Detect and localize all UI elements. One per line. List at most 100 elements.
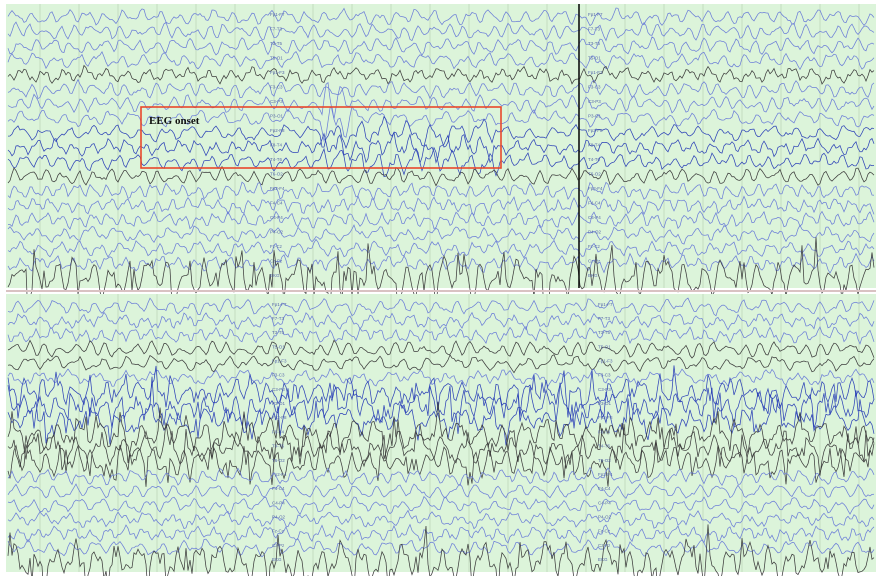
- eeg-trace-bottom-18: [7, 524, 875, 576]
- channel-label: Fp1-F7: [598, 302, 613, 307]
- channel-label: C3-P3: [272, 387, 285, 392]
- channel-label: Fz-Cz: [272, 529, 285, 534]
- channel-label: T3-T5: [588, 41, 600, 46]
- eeg-trace-top-13: [7, 194, 875, 216]
- eeg-trace-top-15: [7, 224, 875, 245]
- channel-label: Cz-Pz: [598, 543, 611, 548]
- channel-label: T3-T5: [598, 330, 610, 335]
- channel-label: T3-T5: [272, 330, 284, 335]
- channel-label: Fp1-F3: [272, 359, 287, 364]
- channel-label: Fp1-F7: [272, 302, 287, 307]
- eeg-trace-bottom-13: [7, 483, 875, 499]
- channel-label: C3-P3: [588, 99, 601, 104]
- eeg-trace-bottom-2: [7, 326, 875, 345]
- panel-top-traces: [7, 7, 875, 322]
- eeg-trace-bottom-5: [7, 368, 875, 388]
- channel-label: Fp2-F8: [270, 128, 285, 133]
- channel-label: F7-T3: [272, 316, 284, 321]
- eeg-trace-top-9: [7, 130, 875, 165]
- eeg-trace-top-3: [7, 50, 875, 71]
- eeg-trace-top-0: [7, 7, 875, 27]
- channel-label: EKG: [598, 557, 608, 562]
- channel-label: T3-T5: [270, 41, 282, 46]
- channel-label: F8-T4: [588, 142, 600, 147]
- eeg-trace-top-11: [7, 165, 875, 187]
- eeg-trace-top-7: [7, 105, 875, 143]
- channel-label: C4-P4: [272, 500, 285, 505]
- eeg-trace-bottom-0: [7, 297, 875, 317]
- channel-label: T5-O1: [270, 56, 283, 61]
- channel-label: T5-O1: [588, 56, 601, 61]
- channel-label: P4-O2: [598, 515, 612, 520]
- channel-label: P4-O2: [272, 515, 286, 520]
- eeg-trace-top-17: [7, 252, 875, 274]
- channel-label: EKG: [272, 557, 282, 562]
- channel-label: C4-P4: [588, 215, 601, 220]
- channel-label: P3-O1: [588, 113, 602, 118]
- channel-label: T5-O1: [272, 344, 285, 349]
- eeg-trace-bottom-16: [7, 523, 875, 544]
- eeg-onset-box: [140, 106, 502, 169]
- channel-label: T6-O2: [270, 171, 283, 176]
- channel-label: Fp2-F4: [598, 472, 613, 477]
- eeg-trace-top-4: [7, 64, 875, 85]
- channel-label: F4-C4: [598, 486, 611, 491]
- channel-label: F7-T3: [588, 27, 600, 32]
- channel-label: EKG: [270, 273, 280, 278]
- channel-label: Fp2-F8: [598, 415, 613, 420]
- eeg-trace-bottom-1: [7, 311, 875, 331]
- eeg-trace-bottom-17: [7, 538, 875, 558]
- channel-label: F3-C3: [270, 84, 283, 89]
- channel-label: Fp2-F4: [272, 472, 287, 477]
- channel-label: F7-T3: [270, 27, 282, 32]
- channel-label: P3-O1: [598, 401, 612, 406]
- channel-label: F7-T3: [598, 316, 610, 321]
- channel-label: P4-O2: [588, 229, 602, 234]
- panel-top-channel-labels: Fp1-F7 Fp1-F7 F7-T3 F7-T3 T3-T5 T3-T5 T5-O1 T5-…: [270, 12, 603, 278]
- channel-label: T4-T6: [588, 157, 600, 162]
- eeg-trace-bottom-9: [7, 401, 875, 463]
- eeg-trace-bottom-11: [7, 434, 875, 487]
- channel-label: F4-C4: [270, 200, 283, 205]
- channel-label: F3-C3: [598, 373, 611, 378]
- channel-label: Fp2-F4: [588, 186, 603, 191]
- channel-label: Fp1-F3: [588, 70, 603, 75]
- channel-label: C4-P4: [270, 215, 283, 220]
- panel-bottom-traces: [7, 297, 875, 576]
- channel-label: C3-P3: [270, 99, 283, 104]
- channel-label: T4-T6: [598, 444, 610, 449]
- eeg-trace-top-1: [7, 21, 875, 42]
- channel-label: Fz-Cz: [588, 244, 601, 249]
- channel-label: EKG: [588, 273, 598, 278]
- channel-label: Cz-Pz: [272, 543, 285, 548]
- channel-label: P4-O2: [270, 229, 284, 234]
- channel-label: Fz-Cz: [270, 244, 283, 249]
- channel-label: Cz-Pz: [588, 258, 601, 263]
- channel-label: F3-C3: [272, 373, 285, 378]
- channel-label: F8-T4: [598, 429, 610, 434]
- channel-label: Fz-Cz: [598, 529, 611, 534]
- channel-label: Fp1-F7: [588, 12, 603, 17]
- eeg-trace-top-16: [7, 238, 875, 259]
- channel-label: T4-T6: [270, 157, 282, 162]
- channel-label: P3-O1: [272, 401, 286, 406]
- channel-label: F8-T4: [272, 429, 284, 434]
- channel-label: Fp1-F7: [270, 12, 285, 17]
- channel-label: Fp2-F4: [270, 186, 285, 191]
- channel-label: F8-T4: [270, 142, 282, 147]
- channel-label: P3-O1: [270, 113, 284, 118]
- eeg-trace-top-2: [7, 36, 875, 56]
- channel-label: F3-C3: [588, 84, 601, 89]
- eeg-trace-top-12: [7, 181, 875, 201]
- channel-label: F4-C4: [588, 200, 601, 205]
- eeg-trace-bottom-8: [7, 392, 875, 446]
- eeg-panel-top: Fp1-F7 Fp1-F7 F7-T3 F7-T3 T3-T5 T3-T5 T5-O1 T5-…: [6, 4, 876, 322]
- eeg-trace-top-10: [7, 146, 875, 178]
- channel-label: T6-O2: [598, 458, 611, 463]
- eeg-onset-label: EEG onset: [149, 115, 200, 127]
- panel-bottom-channel-labels: Fp1-F7 Fp1-F7 F7-T3 F7-T3 T3-T5 T3-T5 T5-O1 T5-…: [272, 302, 613, 562]
- eeg-trace-top-18: [7, 237, 875, 322]
- channel-label: T4-T6: [272, 444, 284, 449]
- eeg-trace-bottom-7: [7, 376, 875, 434]
- channel-label: Cz-Pz: [270, 258, 283, 263]
